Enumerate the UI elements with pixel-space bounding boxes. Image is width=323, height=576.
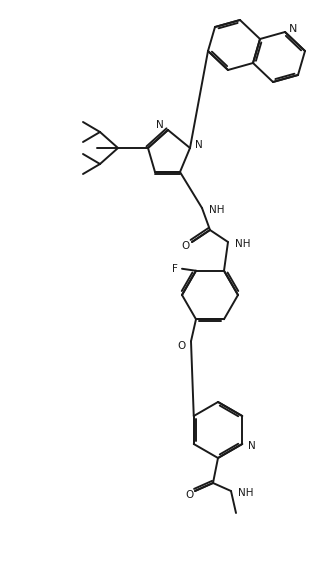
Text: NH: NH	[209, 205, 224, 215]
Text: N: N	[289, 24, 297, 34]
Text: N: N	[195, 140, 203, 150]
Text: NH: NH	[238, 488, 254, 498]
Text: N: N	[248, 441, 256, 451]
Text: N: N	[156, 120, 164, 130]
Text: O: O	[182, 241, 190, 251]
Text: NH: NH	[235, 239, 251, 249]
Text: O: O	[178, 341, 186, 351]
Text: F: F	[172, 264, 178, 274]
Text: O: O	[185, 490, 193, 500]
